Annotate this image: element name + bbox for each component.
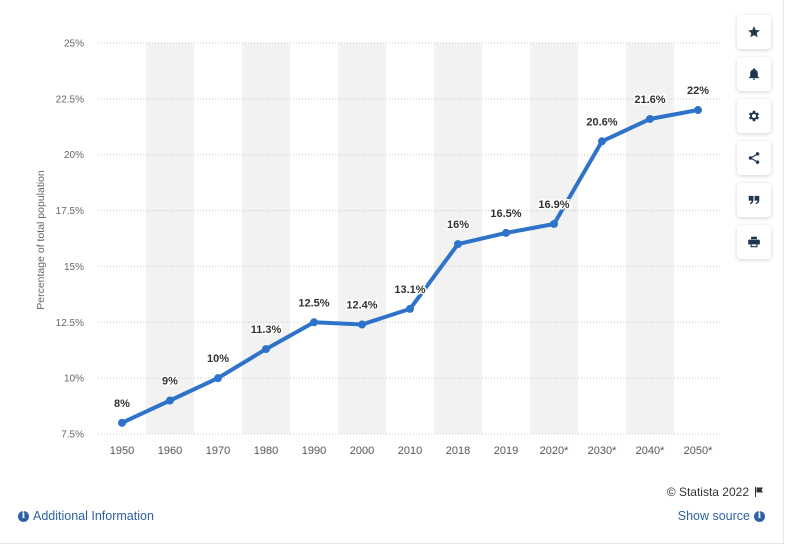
y-axis-label: Percentage of total population	[35, 170, 47, 310]
settings-button[interactable]	[737, 99, 771, 133]
copyright: © Statista 2022	[667, 485, 765, 499]
y-axis-ticks: 7.5% 10% 12.5% 15% 17.5% 20% 22.5% 25%	[56, 39, 84, 441]
y-tick-label: 17.5%	[56, 206, 84, 217]
column-band	[530, 43, 578, 434]
data-point	[598, 137, 606, 146]
info-icon: i	[18, 510, 29, 522]
data-point	[166, 396, 174, 405]
data-point	[358, 320, 366, 329]
data-point	[454, 240, 462, 249]
x-tick-label: 1960	[158, 445, 182, 457]
y-tick-label: 12.5%	[56, 318, 84, 329]
cite-button[interactable]	[737, 183, 771, 217]
toolbar	[737, 15, 771, 267]
share-icon	[748, 152, 760, 164]
column-band	[626, 43, 674, 434]
copyright-text: © Statista 2022	[666, 485, 749, 499]
data-point	[406, 304, 414, 313]
data-label: 10%	[207, 353, 229, 365]
y-tick-label: 20%	[64, 150, 84, 161]
data-label: 9%	[162, 375, 178, 387]
star-icon	[748, 26, 760, 38]
x-tick-label: 2018	[446, 445, 470, 457]
print-button[interactable]	[737, 225, 771, 259]
y-tick-label: 22.5%	[56, 94, 84, 105]
x-tick-label: 2010	[398, 445, 422, 457]
data-label: 8%	[114, 398, 130, 410]
x-tick-label: 1980	[254, 445, 278, 457]
x-tick-label: 2020*	[540, 445, 569, 457]
share-button[interactable]	[737, 141, 771, 175]
favorite-button[interactable]	[737, 15, 771, 49]
data-point	[694, 106, 702, 115]
data-label: 11.3%	[251, 324, 282, 336]
data-point	[310, 318, 318, 327]
data-label: 12.5%	[298, 297, 329, 309]
x-tick-label: 2000	[350, 445, 374, 457]
data-label: 21.6%	[634, 94, 665, 106]
x-axis-ticks: 1950 1960 1970 1980 1990 2000 2010 2018 2019 2020…	[110, 445, 713, 457]
data-labels: 8% 9% 10% 11.3% 12.5% 12.4% 13.1% 16% 16.5% 16.9%…	[113, 84, 711, 412]
data-point	[214, 374, 222, 383]
bell-icon	[749, 68, 759, 80]
column-bands	[146, 43, 674, 434]
column-band	[242, 43, 290, 434]
data-label: 22%	[687, 85, 709, 97]
x-tick-label: 1950	[110, 445, 134, 457]
x-tick-label: 1990	[302, 445, 326, 457]
data-label: 16%	[447, 219, 469, 231]
quote-icon	[748, 195, 760, 205]
x-tick-label: 2030*	[588, 445, 617, 457]
show-source-link[interactable]: Show source i	[678, 509, 765, 523]
data-point	[646, 114, 654, 123]
column-band	[338, 43, 386, 434]
y-tick-label: 7.5%	[61, 430, 84, 441]
additional-information-link[interactable]: i Additional Information	[18, 509, 154, 523]
y-tick-label: 25%	[64, 39, 84, 50]
additional-information-label: Additional Information	[33, 509, 154, 523]
gridlines	[98, 42, 722, 435]
data-label: 16.5%	[490, 208, 521, 220]
print-icon	[748, 236, 760, 248]
data-point	[550, 219, 558, 228]
data-label: 13.1%	[394, 284, 425, 296]
data-label: 16.9%	[538, 199, 569, 211]
data-point	[502, 228, 510, 237]
show-source-label: Show source	[677, 509, 750, 523]
x-tick-label: 2040*	[636, 445, 665, 457]
data-label: 20.6%	[586, 116, 617, 128]
column-band	[146, 43, 194, 434]
info-icon: i	[754, 510, 765, 522]
data-points	[118, 106, 702, 427]
notification-button[interactable]	[737, 57, 771, 91]
gear-icon	[748, 110, 760, 122]
x-tick-label: 2019	[494, 445, 518, 457]
y-tick-label: 10%	[64, 374, 84, 385]
data-label: 12.4%	[346, 300, 377, 312]
x-tick-label: 2050*	[684, 445, 713, 457]
x-tick-label: 1970	[206, 445, 230, 457]
flag-icon	[755, 487, 763, 497]
y-tick-label: 15%	[64, 262, 84, 273]
data-point	[118, 418, 126, 427]
data-point	[262, 345, 270, 354]
